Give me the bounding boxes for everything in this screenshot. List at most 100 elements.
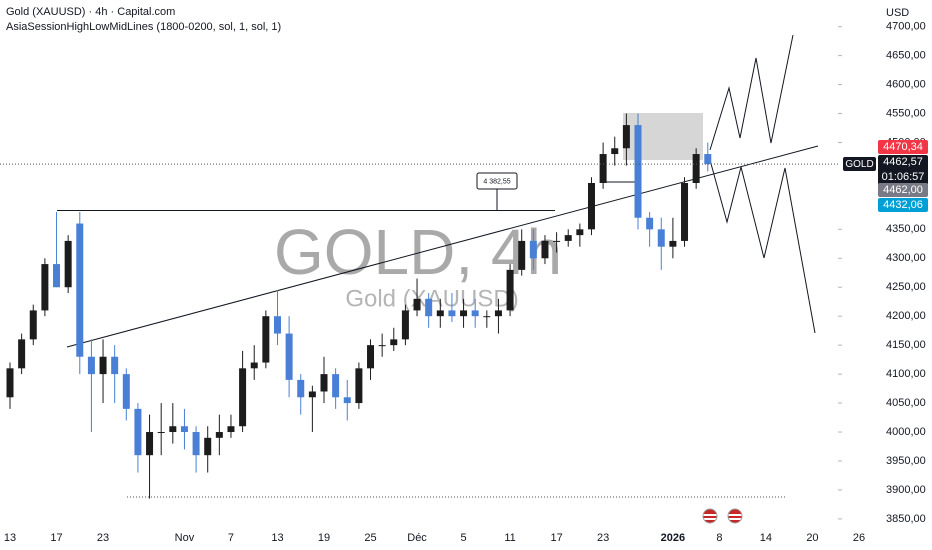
x-tick-label: 17 (550, 532, 562, 544)
candle-body (553, 240, 561, 242)
candle-body (262, 316, 270, 363)
candle-body (29, 310, 37, 340)
price-level-label: 4470,34 (883, 141, 923, 153)
candle-body (297, 379, 305, 398)
x-tick-label: 25 (364, 532, 376, 544)
candle-body (518, 240, 526, 270)
candle-body (180, 426, 188, 433)
candle-body (599, 154, 607, 184)
candle-body (343, 397, 351, 404)
price-line-label-box (476, 172, 518, 190)
y-tick-label: 4050,00 (886, 397, 926, 409)
candle-body (192, 432, 200, 456)
candle-body (587, 183, 595, 230)
candle-body (41, 264, 49, 311)
flag (702, 508, 718, 524)
countdown: 01:06:57 (882, 171, 925, 183)
candle-body (204, 437, 212, 456)
candle-body (320, 374, 328, 392)
x-tick-label: 5 (460, 532, 466, 544)
candle-body (669, 240, 677, 247)
candle-body (436, 310, 444, 317)
candle-body (99, 356, 107, 375)
candle-body (390, 339, 398, 346)
y-tick-label: 4000,00 (886, 426, 926, 438)
candle-body (87, 356, 95, 375)
candle-body (541, 240, 549, 259)
candle-body (576, 229, 584, 236)
candle-body (53, 264, 61, 288)
x-tick-label: 8 (716, 532, 722, 544)
candle-body (332, 374, 340, 398)
x-tick-label: 13 (271, 532, 283, 544)
candle-body (425, 298, 433, 317)
y-tick-label: 4600,00 (886, 78, 926, 90)
candle-body (122, 374, 130, 409)
candle-body (471, 310, 479, 317)
candle-body (355, 368, 363, 404)
price-level-box (878, 198, 928, 212)
y-tick-label: 3900,00 (886, 484, 926, 496)
candle-body (215, 432, 223, 438)
y-tick-label: 4650,00 (886, 50, 926, 62)
candle-body (308, 391, 316, 398)
x-tick-label: 19 (318, 532, 330, 544)
flag (727, 508, 743, 524)
symbol-label-box (843, 157, 876, 171)
x-tick-label: 7 (228, 532, 234, 544)
price-level-box (878, 140, 928, 154)
price-level-label: 4432,06 (883, 199, 923, 211)
projection-down (709, 159, 816, 334)
x-tick-label: 23 (597, 532, 609, 544)
candle-body (529, 240, 537, 259)
y-tick-label: 4150,00 (886, 339, 926, 351)
y-tick-label: 4200,00 (886, 310, 926, 322)
x-tick-label: 26 (853, 532, 865, 544)
candle-body (634, 125, 642, 218)
y-tick-label: 3850,00 (886, 513, 926, 525)
candle-body (169, 426, 177, 433)
candle-body (111, 356, 119, 375)
y-tick-label: 3950,00 (886, 455, 926, 467)
symbol-label: GOLD (845, 159, 873, 170)
price-level-box (878, 155, 928, 185)
y-tick-label: 4700,00 (886, 21, 926, 33)
y-tick-label: 4550,00 (886, 107, 926, 119)
indicator-label: AsiaSessionHighLowMidLines (1800-0200, s… (6, 21, 281, 33)
candle-body (227, 426, 235, 433)
candle-body (401, 310, 409, 340)
x-tick-label: Nov (175, 532, 195, 544)
y-tick-label: 4100,00 (886, 368, 926, 380)
projection-up (709, 34, 794, 151)
y-tick-label: 4300,00 (886, 252, 926, 264)
candle-body (657, 229, 665, 247)
candle-body (506, 269, 514, 311)
candle-body (146, 432, 154, 456)
x-tick-label: 2026 (661, 532, 685, 544)
watermark: GOLD, 4h (274, 216, 562, 288)
x-tick-label: 14 (760, 532, 772, 544)
price-level-label: 4462,00 (883, 184, 923, 196)
x-tick-label: 20 (806, 532, 818, 544)
x-tick-label: 13 (4, 532, 16, 544)
x-tick-label: 11 (504, 532, 515, 544)
candle-body (494, 310, 502, 317)
candle-body (250, 362, 258, 369)
candle-body (692, 154, 700, 184)
candle-body (157, 432, 165, 434)
candle-body (18, 339, 26, 369)
currency: USD (886, 7, 909, 19)
candle-body (134, 408, 142, 456)
candle-body (413, 298, 421, 311)
candle-body (704, 154, 712, 165)
candle-body (76, 223, 84, 357)
candle-body (239, 368, 247, 427)
candle-body (367, 345, 375, 369)
candle-body (6, 368, 14, 398)
x-tick-label: 17 (50, 532, 62, 544)
candles (6, 113, 712, 499)
candle-body (611, 148, 619, 155)
candle-body (285, 333, 293, 380)
